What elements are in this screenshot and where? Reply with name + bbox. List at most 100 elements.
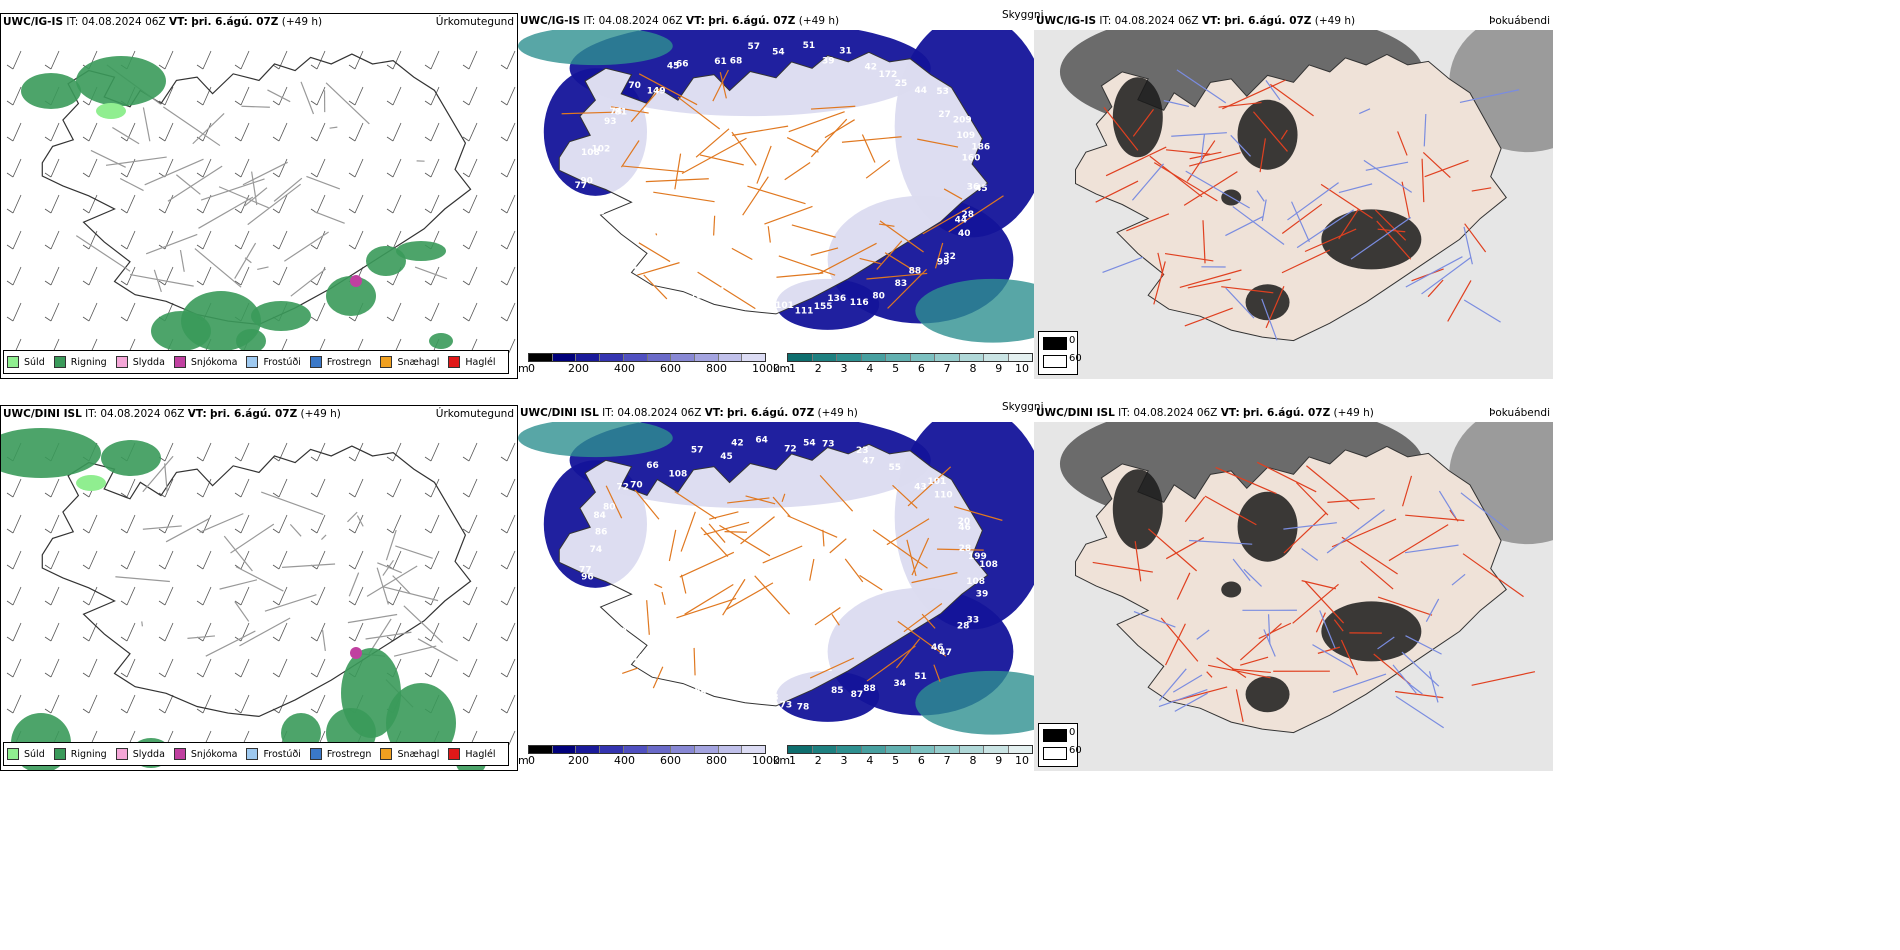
visibility-title: Skyggni xyxy=(1002,401,1044,413)
road-line xyxy=(1179,269,1242,288)
cloud-base-label: 80 xyxy=(603,502,616,512)
wind-barb-flag xyxy=(158,672,166,678)
wind-barb xyxy=(202,158,212,178)
wind-barb xyxy=(12,86,22,106)
road-line xyxy=(1388,524,1449,562)
road-line xyxy=(1377,596,1433,616)
road-line xyxy=(1326,509,1385,554)
cloud-base-label: 116 xyxy=(850,298,869,308)
cloud-base-label: 83 xyxy=(895,279,908,289)
colorbar-segment xyxy=(812,746,837,753)
wind-barb-flag xyxy=(120,172,128,178)
cloud-base-label: 209 xyxy=(953,115,972,125)
wind-barb-flag xyxy=(120,600,128,606)
colorbar-segment xyxy=(671,746,695,753)
it-label: IT: xyxy=(85,408,98,420)
wind-barb-flag xyxy=(82,564,90,570)
wind-barb-flag xyxy=(348,100,356,106)
road-line xyxy=(645,178,709,183)
road-line xyxy=(1296,209,1355,249)
road-line xyxy=(366,565,418,597)
wind-barb-flag xyxy=(310,672,318,678)
wind-barb xyxy=(278,230,288,250)
cloud-base-label: 57 xyxy=(691,445,704,455)
legend-label: Rigning xyxy=(70,356,107,368)
road-line xyxy=(764,205,813,225)
wind-barb-flag xyxy=(462,672,470,678)
road-line xyxy=(1176,572,1191,600)
road-line xyxy=(1350,216,1412,260)
wind-barb xyxy=(354,86,364,106)
wind-barb-flag xyxy=(158,564,166,570)
road-line xyxy=(786,137,819,153)
wind-barb-flag xyxy=(196,280,204,286)
panel-header: UWC/DINI ISL IT: 04.08.2024 06Z VT: þri.… xyxy=(1,406,517,423)
wind-barb-flag xyxy=(82,172,90,178)
cloud-base-label: 96 xyxy=(581,573,594,583)
wind-barb xyxy=(88,158,98,178)
road-line xyxy=(1287,182,1339,221)
legend-swatch xyxy=(1043,337,1067,350)
cloud-base-label: 73 xyxy=(766,693,779,703)
fog-indicator-panel: UWC/DINI ISL IT: 04.08.2024 06Z VT: þri.… xyxy=(1034,405,1553,771)
road-line xyxy=(267,89,291,103)
fog-area xyxy=(1245,284,1290,321)
rain-area xyxy=(151,311,211,351)
road-line xyxy=(1283,522,1337,530)
wind-barb xyxy=(316,442,326,462)
wind-barb xyxy=(126,658,136,678)
road-line xyxy=(417,638,459,662)
wind-barb xyxy=(430,658,440,678)
wind-barb-flag xyxy=(462,208,470,214)
road-line xyxy=(1218,101,1262,108)
cloud-base-label: 31 xyxy=(839,46,852,56)
fog-indicator-panel: UWC/IG-IS IT: 04.08.2024 06Z VT: þri. 6.… xyxy=(1034,13,1553,379)
wind-barb xyxy=(392,158,402,178)
wind-barb-flag xyxy=(310,64,318,70)
wind-barb-flag xyxy=(500,672,508,678)
wind-barb xyxy=(316,694,326,714)
road-line xyxy=(1365,161,1409,171)
wind-barb-flag xyxy=(158,636,166,642)
road-line xyxy=(903,602,943,633)
road-line xyxy=(740,516,775,545)
legend-item-rigning: Rigning xyxy=(53,356,107,368)
road-line xyxy=(1265,286,1285,329)
wind-barb-flag xyxy=(6,208,14,214)
cloud-base-panel: UWC/DINI ISL IT: 04.08.2024 06Z VT: þri.… xyxy=(518,405,1034,771)
cloud-base-label: 84 xyxy=(593,511,606,521)
road-line xyxy=(365,631,412,640)
rain-area xyxy=(429,333,453,349)
wind-barb-flag xyxy=(120,528,128,534)
legend-swatch xyxy=(246,748,259,760)
visibility-colorbar: km 1 2 3 4 5 6 7 8 9 10 xyxy=(773,351,1034,377)
wind-barb-flag xyxy=(44,208,52,214)
wind-barb-flag xyxy=(196,456,204,462)
wind-barb-flag xyxy=(386,100,394,106)
wind-barb xyxy=(164,514,174,534)
map-canvas: 1081083933284746513488878578737389868490… xyxy=(518,422,1034,741)
road-line xyxy=(1153,261,1166,305)
road-line xyxy=(115,576,170,583)
road-line xyxy=(1185,170,1250,209)
road-line xyxy=(784,162,811,181)
colorbar-segment xyxy=(984,746,1009,753)
cloud-base-label: 46 xyxy=(958,523,971,533)
wind-barb xyxy=(468,50,478,70)
cloud-base-label: 61 xyxy=(714,57,727,67)
wind-barb-flag xyxy=(6,600,14,606)
road-line xyxy=(859,257,881,265)
road-line xyxy=(653,191,715,203)
cloud-base-panel: UWC/IG-IS IT: 04.08.2024 06Z VT: þri. 6.… xyxy=(518,13,1034,379)
cloud-base-label: 34 xyxy=(894,679,907,689)
road-line xyxy=(818,242,877,275)
road-line xyxy=(329,126,338,129)
wind-barb xyxy=(468,514,478,534)
colorbar-segment xyxy=(861,354,886,361)
road-line xyxy=(1216,657,1247,678)
road-line xyxy=(192,112,225,145)
road-line xyxy=(1231,668,1271,674)
legend-item-rigning: Rigning xyxy=(53,748,107,760)
wind-barb-flag xyxy=(6,100,14,106)
legend-item-slydda: Slydda xyxy=(115,356,165,368)
